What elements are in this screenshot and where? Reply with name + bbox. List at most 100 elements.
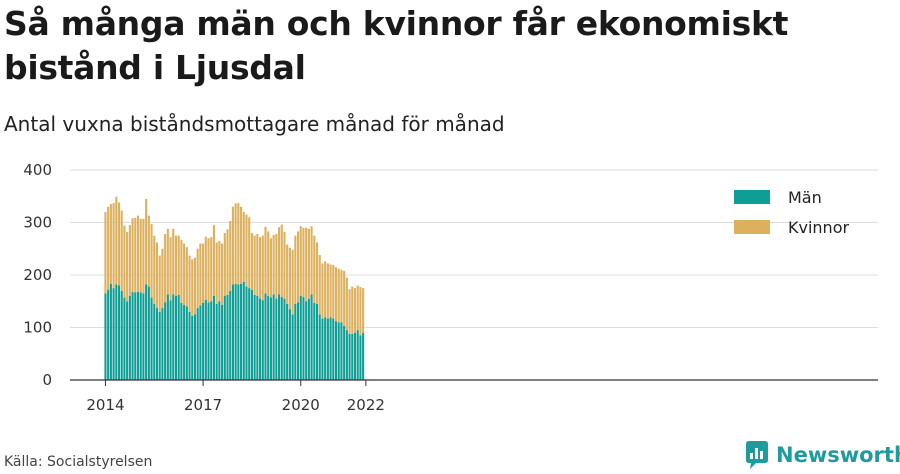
bar-women [348,289,351,334]
bar-women [166,228,169,295]
bar-women [237,203,240,285]
bar-men [226,294,229,380]
bar-men [120,290,123,380]
bar-men [242,281,245,380]
bar-women [183,243,186,305]
bar-men [123,297,126,380]
chart-title: Så många män och kvinnor får ekonomiskt … [4,4,789,87]
bar-men [250,289,253,380]
bar-men [310,294,313,380]
bar-women [136,215,140,292]
bar-women [128,225,131,296]
bar-men [183,304,186,380]
bar-men [261,300,264,380]
bar-women [117,202,121,286]
bar-women [126,231,129,302]
bar-men [147,286,150,380]
bar-women [269,238,272,298]
bar-women [302,227,305,298]
bar-women [107,206,110,290]
bar-men [302,297,305,380]
bar-women [172,228,175,295]
bar-men [109,283,112,380]
bar-men [185,306,188,380]
bar-men [229,290,232,380]
bar-men [180,302,183,380]
bar-women [305,227,308,302]
bar-men [353,332,357,380]
stacked-bar-chart: 0 100 200 300 400 2014 2017 2020 2022 Män Kvinn… [23,161,878,414]
bar-men [204,299,207,380]
bar-women [256,234,259,296]
bar-men [269,297,272,380]
bar-men [191,315,194,380]
bar-men [128,296,131,380]
bar-men [280,297,283,380]
bar-women [334,267,338,322]
bar-women [275,234,278,299]
bar-women [231,206,234,285]
bar-women [272,235,275,295]
bar-men [348,333,351,380]
bar-women [299,226,302,296]
legend-swatch-women [734,220,770,234]
bar-men [296,302,300,380]
bar-women [315,242,319,304]
bar-men [215,303,218,380]
y-tick-label-0: 0 [42,371,52,389]
bar-men [158,311,161,380]
bar-men [131,291,134,380]
bar-women [120,210,123,291]
bar-women [324,261,327,318]
bar-men [321,318,324,380]
legend-label-men: Män [788,188,822,207]
bar-women [267,231,270,296]
bar-women [307,228,310,299]
brand-logo[interactable]: Newsworthy [744,440,900,470]
bar-men [275,298,278,380]
bar-women [123,225,126,298]
bar-women [283,231,286,299]
y-tick-label-300: 300 [23,214,52,232]
bar-men [259,298,262,380]
bar-women [109,204,112,284]
bar-women [296,231,300,303]
bar-men [256,296,259,380]
bar-women [150,224,153,298]
bar-women [191,259,194,316]
bar-women [234,203,237,284]
bar-women [204,236,207,300]
bar-men [288,309,291,380]
bar-women [253,235,256,295]
bar-men [150,297,153,380]
bar-women [210,237,213,302]
bar-men [248,288,251,380]
bar-men [161,308,164,380]
bar-women [329,264,332,318]
bar-women [359,287,362,336]
legend: Män Kvinnor [734,188,849,237]
y-tick-label-100: 100 [23,319,52,337]
bar-men [134,292,137,380]
bar-men [340,322,343,380]
bar-men [359,335,362,380]
bar-men [237,284,240,380]
bar-men [231,284,234,380]
bar-women [180,239,183,303]
bar-women [250,233,253,290]
bar-men [334,321,338,380]
bar-women [169,237,172,301]
bar-women [188,255,191,312]
bar-women [245,214,248,287]
x-tick-label-2020: 2020 [282,396,320,414]
bar-men [305,301,308,380]
bar-women [242,212,245,282]
bar-women [326,263,329,319]
bar-women [161,248,164,309]
x-tick-label-2014: 2014 [86,396,124,414]
bar-men [307,298,310,380]
bar-women [134,217,137,293]
bar-women [155,242,159,309]
bar-men [291,314,294,380]
bar-women [337,268,340,323]
